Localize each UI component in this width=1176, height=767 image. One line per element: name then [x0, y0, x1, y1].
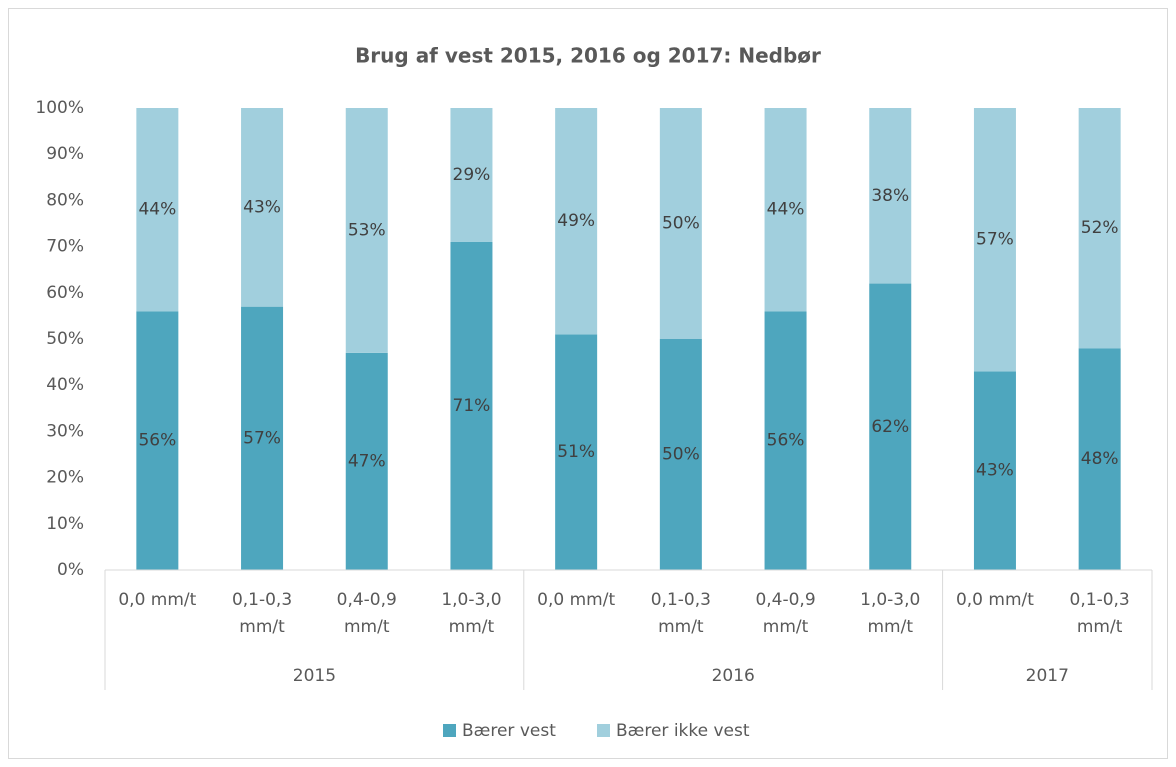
- x-tick-label: 0,1-0,3 mm/t: [650, 590, 711, 637]
- y-tick-label: 70%: [46, 237, 84, 257]
- y-tick-label: 50%: [46, 329, 84, 349]
- bar-segment: [450, 241, 493, 571]
- group-label: 2016: [712, 666, 755, 686]
- data-label: 62%: [871, 417, 909, 437]
- x-tick-label: 0,0 mm/t: [537, 590, 616, 610]
- bar-segment: [555, 334, 598, 570]
- data-label: 56%: [138, 431, 176, 451]
- legend-label: Bærer vest: [462, 721, 556, 741]
- y-tick-label: 80%: [46, 190, 84, 210]
- data-label: 29%: [453, 165, 491, 185]
- bar-segment: [241, 108, 284, 307]
- group-label: 2015: [293, 666, 336, 686]
- y-tick-label: 100%: [35, 98, 84, 118]
- bar-segment: [241, 306, 284, 570]
- data-label: 57%: [976, 230, 1014, 250]
- data-label: 52%: [1081, 218, 1119, 238]
- data-label: 53%: [348, 220, 386, 240]
- bar-segment: [345, 352, 388, 570]
- y-tick-label: 60%: [46, 283, 84, 303]
- y-tick-label: 0%: [57, 560, 84, 580]
- data-label: 50%: [662, 214, 700, 234]
- legend-swatch: [443, 724, 456, 737]
- x-tick-label: 0,1-0,3 mm/t: [1069, 590, 1130, 637]
- chart-title: Brug af vest 2015, 2016 og 2017: Nedbør: [355, 44, 821, 68]
- data-label: 50%: [662, 445, 700, 465]
- legend-label: Bærer ikke vest: [616, 721, 750, 741]
- bar-segment: [659, 108, 702, 339]
- bar-segment: [450, 108, 493, 242]
- data-label: 43%: [976, 461, 1014, 481]
- bar-segment: [136, 108, 179, 312]
- data-label: 71%: [453, 396, 491, 416]
- bar-segment: [345, 108, 388, 353]
- y-tick-label: 10%: [46, 514, 84, 534]
- x-tick-label: 0,1-0,3 mm/t: [231, 590, 293, 637]
- x-tick-label: 0,0 mm/t: [118, 590, 197, 610]
- data-label: 44%: [138, 200, 176, 220]
- y-tick-label: 20%: [46, 468, 84, 488]
- data-label: 43%: [243, 197, 281, 217]
- data-label: 44%: [767, 200, 805, 220]
- x-tick-label: 1,0-3,0 mm/t: [860, 590, 921, 637]
- bar-segment: [659, 339, 702, 570]
- data-label: 48%: [1081, 449, 1119, 469]
- bar-segment: [136, 311, 179, 570]
- bar-segment: [555, 108, 598, 335]
- bar-segment: [1078, 348, 1121, 570]
- data-label: 57%: [243, 428, 281, 448]
- bar-segment: [764, 311, 807, 570]
- data-label: 38%: [871, 186, 909, 206]
- data-label: 56%: [767, 431, 805, 451]
- x-tick-label: 0,4-0,9 mm/t: [336, 590, 397, 637]
- x-tick-label: 0,0 mm/t: [955, 590, 1034, 610]
- data-label: 47%: [348, 451, 386, 471]
- bar-segment: [973, 371, 1016, 570]
- bar-segment: [973, 108, 1016, 372]
- bar-segment: [869, 283, 912, 570]
- y-tick-label: 90%: [46, 144, 84, 164]
- y-tick-label: 30%: [46, 421, 84, 441]
- bar-segment: [764, 108, 807, 312]
- bar-segment: [869, 108, 912, 284]
- x-tick-label: 0,4-0,9 mm/t: [755, 590, 816, 637]
- group-label: 2017: [1026, 666, 1069, 686]
- x-tick-label: 1,0-3,0 mm/t: [441, 590, 502, 637]
- y-tick-label: 40%: [46, 375, 84, 395]
- legend-swatch: [597, 724, 610, 737]
- data-label: 49%: [557, 211, 595, 231]
- bar-segment: [1078, 108, 1121, 349]
- data-label: 51%: [557, 442, 595, 462]
